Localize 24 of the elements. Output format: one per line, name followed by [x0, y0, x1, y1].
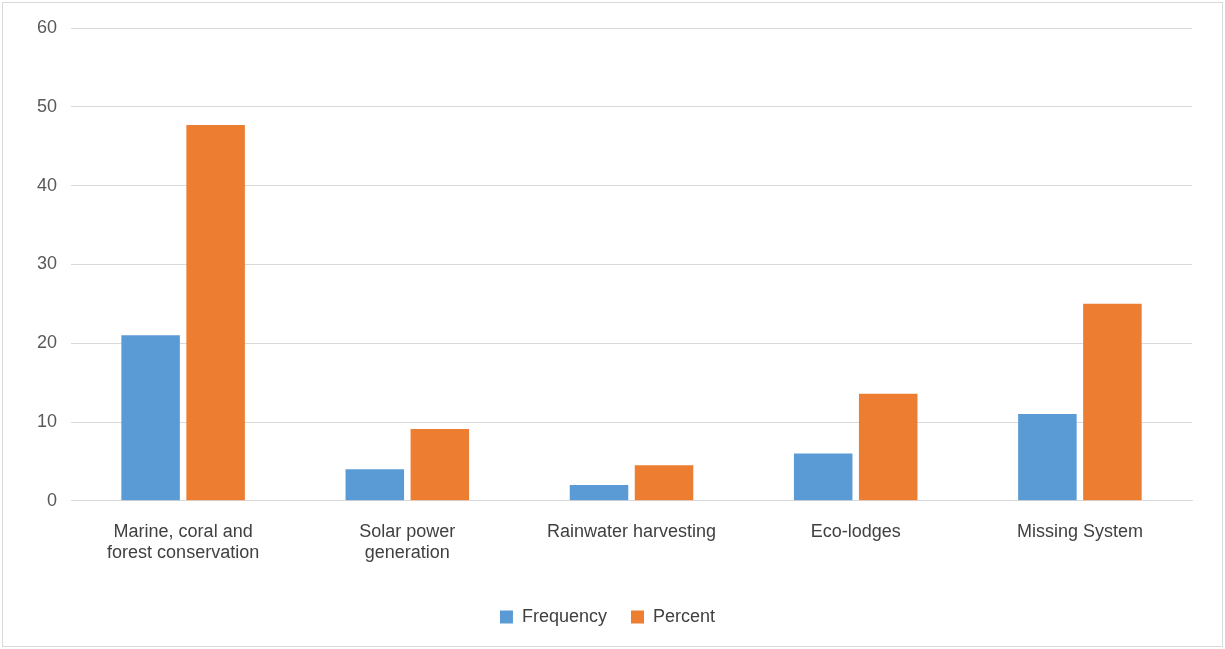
- x-tick-label: Marine, coral and forest conservation: [107, 520, 260, 563]
- y-tick-label: 60: [36, 16, 58, 37]
- bar: [186, 124, 245, 501]
- bar: [410, 429, 470, 501]
- bar: [793, 453, 853, 501]
- legend-label: Percent: [653, 605, 716, 626]
- y-tick-label: 40: [36, 174, 58, 195]
- y-tick-label: 0: [47, 489, 58, 510]
- bar: [121, 335, 180, 501]
- legend-label: Frequency: [521, 605, 608, 626]
- x-tick-label: Eco-lodges: [810, 520, 901, 541]
- x-tick-label: Rainwater harvesting: [546, 520, 717, 541]
- bar: [569, 485, 629, 501]
- bar: [634, 465, 694, 501]
- x-tick-label: Solar power generation: [359, 520, 456, 563]
- bar: [1083, 303, 1142, 501]
- x-tick-label: Missing System: [1016, 520, 1143, 541]
- y-tick-label: 10: [36, 410, 58, 431]
- y-tick-label: 20: [36, 332, 58, 353]
- y-tick-label: 50: [36, 95, 58, 116]
- bar: [858, 393, 918, 501]
- bar: [1018, 414, 1077, 501]
- y-tick-label: 30: [36, 253, 58, 274]
- bar: [345, 469, 405, 501]
